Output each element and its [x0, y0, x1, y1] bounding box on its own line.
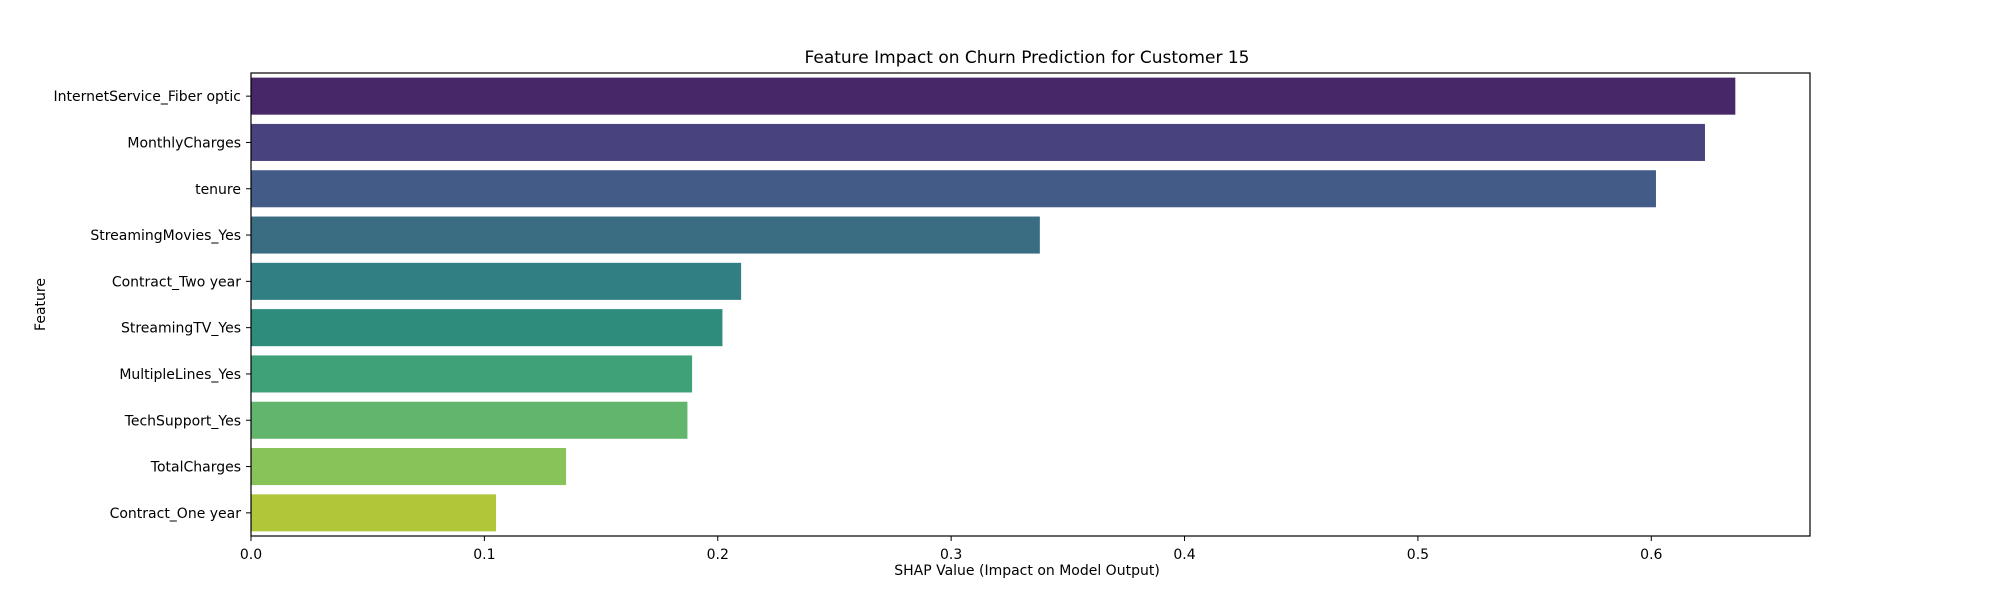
bar-internetservice-fiber-optic [251, 77, 1736, 115]
x-tick-label: 0.2 [707, 547, 729, 563]
y-tick-label: MultipleLines_Yes [119, 367, 241, 383]
bar-totalcharges [251, 448, 567, 486]
bar-techsupport-yes [251, 401, 688, 439]
x-tick-label: 0.1 [473, 547, 495, 563]
bars-group [251, 77, 1736, 532]
chart-title: Feature Impact on Churn Prediction for C… [805, 48, 1250, 68]
x-tick-label: 0.6 [1640, 547, 1662, 563]
y-tick-label: StreamingTV_Yes [121, 321, 241, 337]
y-axis-ticks: InternetService_Fiber optic MonthlyCharge… [54, 89, 251, 522]
y-tick-label: Contract_Two year [112, 274, 241, 290]
bar-tenure [251, 170, 1656, 208]
bar-monthlycharges [251, 123, 1705, 161]
y-tick-label: TotalCharges [150, 460, 241, 476]
bar-multiplelines-yes [251, 355, 693, 393]
x-tick-label: 0.3 [940, 547, 962, 563]
y-tick-label: Contract_One year [110, 506, 242, 522]
x-tick-label: 0.4 [1173, 547, 1195, 563]
bar-contract-one-year [251, 494, 497, 532]
y-tick-label: tenure [195, 182, 241, 198]
y-axis-label: Feature [33, 278, 49, 331]
bar-contract-two-year [251, 262, 742, 300]
x-axis-label: SHAP Value (Impact on Model Output) [894, 563, 1160, 579]
y-tick-label: TechSupport_Yes [124, 413, 241, 429]
y-tick-label: StreamingMovies_Yes [90, 228, 241, 244]
x-tick-label: 0.5 [1407, 547, 1429, 563]
y-tick-label: InternetService_Fiber optic [54, 89, 242, 105]
x-axis-ticks: 0.0 0.1 0.2 0.3 0.4 0.5 0.6 [240, 536, 1663, 563]
bar-streamingmovies-yes [251, 216, 1040, 254]
bar-streamingtv-yes [251, 309, 723, 347]
x-tick-label: 0.0 [240, 547, 262, 563]
y-tick-label: MonthlyCharges [127, 135, 241, 151]
plot-frame [250, 72, 1811, 537]
